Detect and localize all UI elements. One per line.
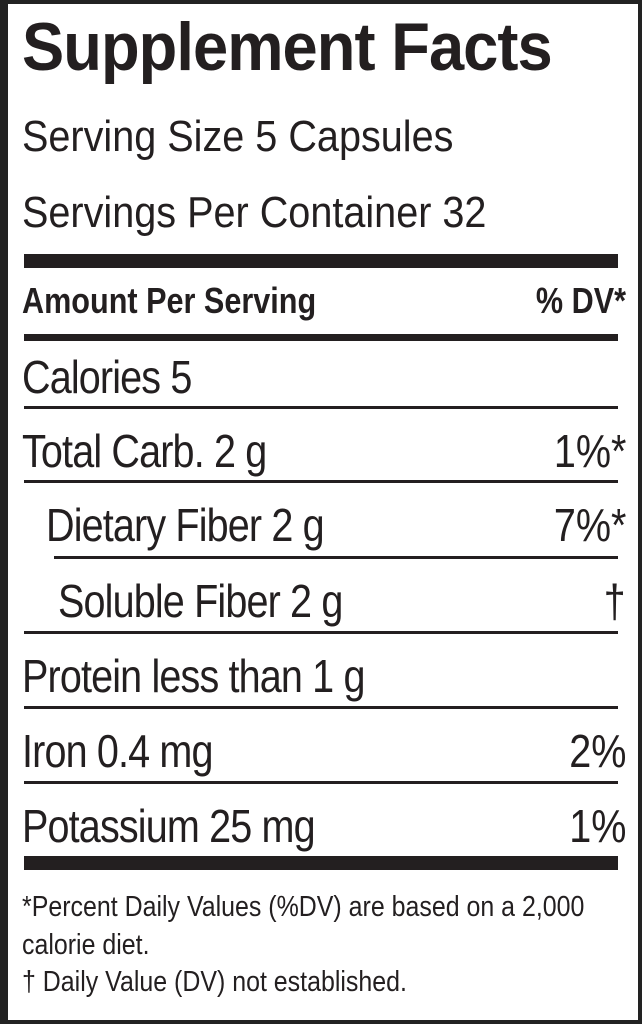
- serving-size: Serving Size 5 Capsules: [22, 112, 454, 161]
- daily-value: 1%: [568, 800, 626, 852]
- daily-value: 2%: [568, 725, 626, 777]
- row-rule: [24, 781, 618, 784]
- daily-value: 7%*: [553, 499, 626, 551]
- row-rule: [24, 406, 618, 409]
- nutrient: Potassium 25 mg: [22, 800, 316, 852]
- daily-value: †: [603, 575, 626, 627]
- title: Supplement Facts: [22, 9, 553, 85]
- row-rule: [24, 706, 618, 709]
- nutrient: Dietary Fiber 2 g: [46, 499, 325, 551]
- dv-header: % DV*: [535, 280, 626, 321]
- row-rule: [24, 631, 618, 634]
- servings-per-container: Servings Per Container 32: [22, 188, 487, 237]
- thick-rule: [24, 856, 618, 870]
- footnote: *Percent Daily Values (%DV) are based on…: [22, 891, 585, 961]
- nutrient: Soluble Fiber 2 g: [58, 575, 343, 627]
- footnote: † Daily Value (DV) not established.: [22, 966, 407, 998]
- nutrient: Iron 0.4 mg: [22, 725, 214, 777]
- medium-rule: [24, 334, 618, 341]
- nutrient: Calories 5: [22, 351, 192, 403]
- nutrient: Total Carb. 2 g: [22, 425, 267, 477]
- daily-value: 1%*: [553, 425, 626, 477]
- amount-header: Amount Per Serving: [22, 280, 317, 321]
- row-rule: [24, 480, 618, 483]
- nutrient: Protein less than 1 g: [22, 650, 365, 702]
- row-rule: [54, 556, 618, 559]
- thick-rule: [24, 254, 618, 268]
